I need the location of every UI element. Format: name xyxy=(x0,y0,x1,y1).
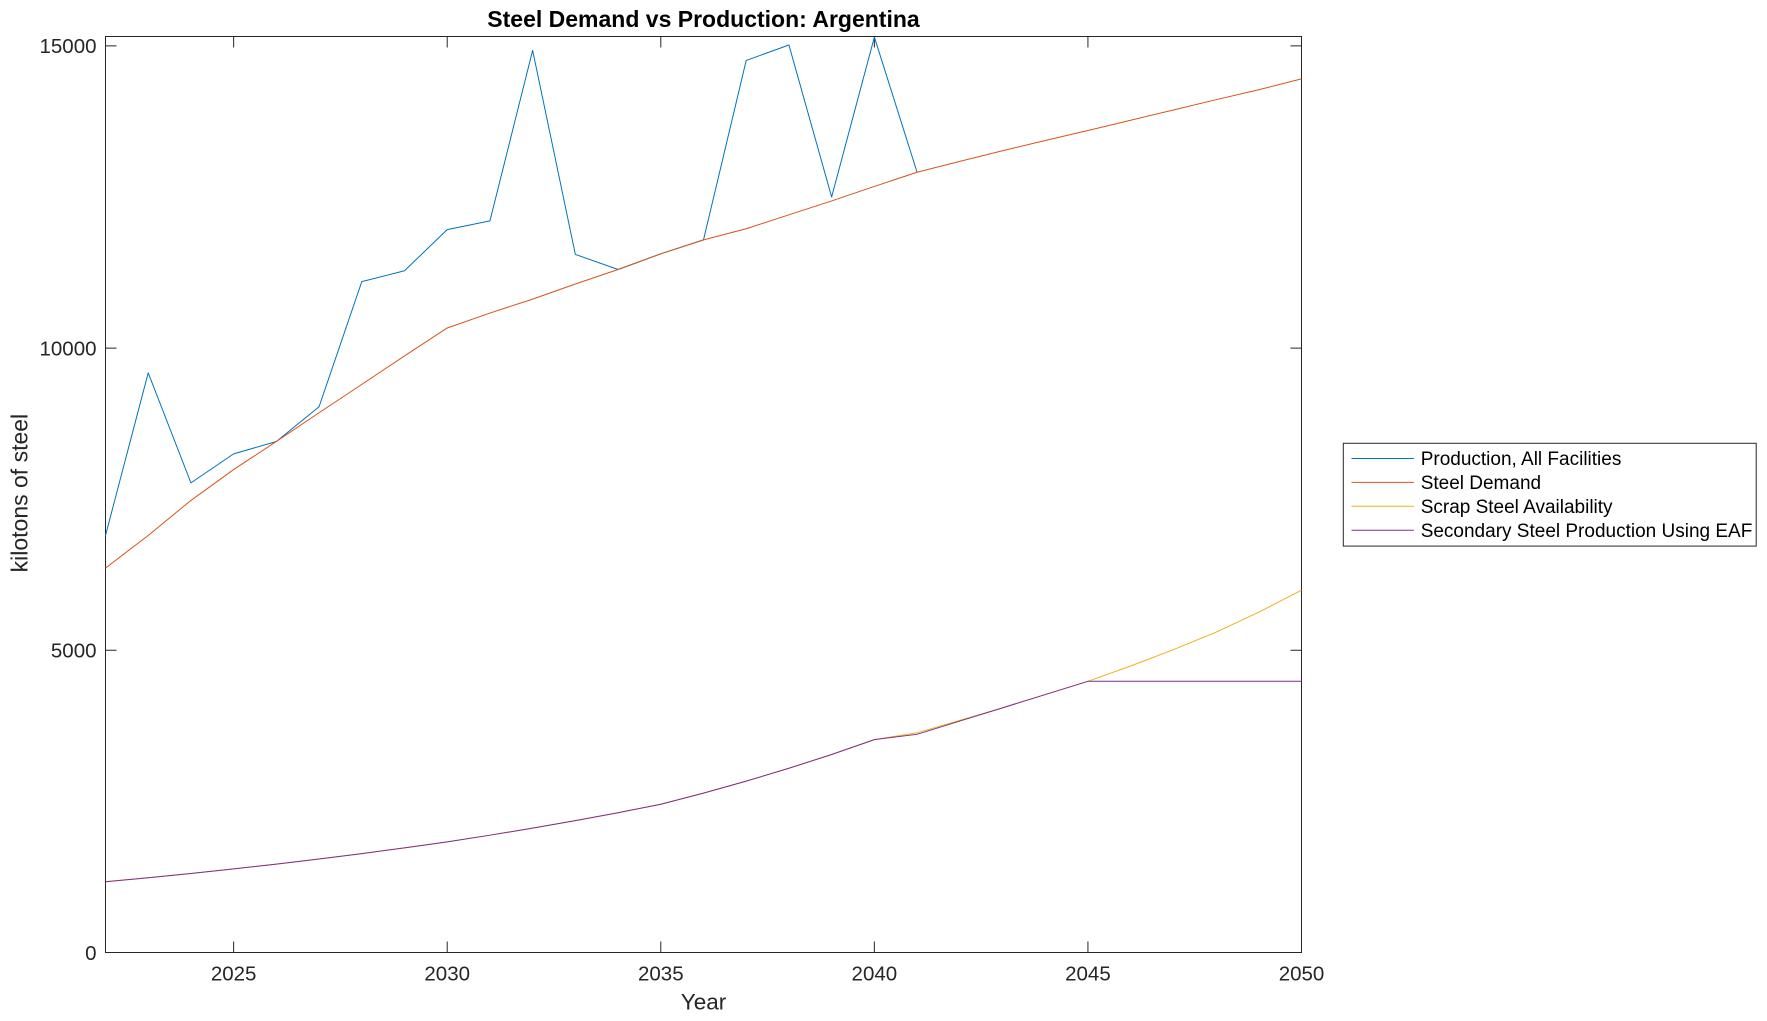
svg-text:Secondary Steel Production Usi: Secondary Steel Production Using EAF xyxy=(1421,521,1753,542)
svg-text:Steel Demand vs Production: Ar: Steel Demand vs Production: Argentina xyxy=(487,6,920,32)
svg-text:2030: 2030 xyxy=(424,962,470,985)
svg-text:2045: 2045 xyxy=(1065,962,1111,985)
svg-text:0: 0 xyxy=(85,942,96,965)
svg-text:2040: 2040 xyxy=(852,962,898,985)
svg-text:2025: 2025 xyxy=(211,962,257,985)
svg-text:Steel Demand: Steel Demand xyxy=(1421,473,1541,494)
svg-text:Year: Year xyxy=(681,990,727,1015)
svg-text:15000: 15000 xyxy=(39,35,96,58)
svg-text:Production, All Facilities: Production, All Facilities xyxy=(1421,449,1622,470)
svg-text:Scrap Steel Availability: Scrap Steel Availability xyxy=(1421,497,1613,518)
svg-text:2035: 2035 xyxy=(638,962,684,985)
svg-text:2050: 2050 xyxy=(1279,962,1325,985)
svg-text:kilotons of steel: kilotons of steel xyxy=(7,414,33,573)
svg-text:5000: 5000 xyxy=(51,640,97,663)
svg-text:10000: 10000 xyxy=(39,337,96,360)
